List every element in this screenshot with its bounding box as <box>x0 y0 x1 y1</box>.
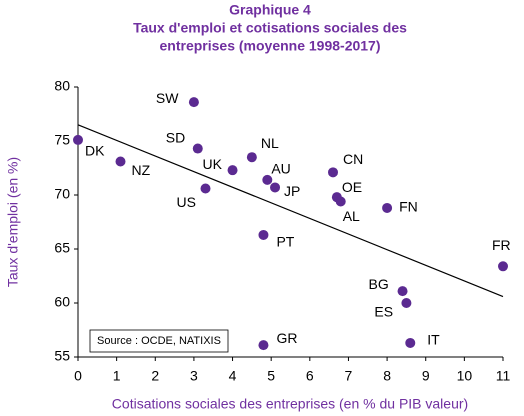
point-label: JP <box>284 183 300 199</box>
y-tick-label: 75 <box>54 132 70 148</box>
x-tick-label: 8 <box>383 368 391 384</box>
point-label: US <box>177 194 196 210</box>
point <box>115 156 126 167</box>
point <box>382 202 393 213</box>
point <box>405 337 416 348</box>
point-label: NL <box>261 135 279 151</box>
x-axis-title: Cotisations sociales des entreprises (en… <box>112 396 468 412</box>
point-label: UK <box>203 156 223 172</box>
point-label: AU <box>271 161 290 177</box>
point <box>335 196 346 207</box>
point-label: ES <box>374 304 393 320</box>
point <box>246 152 257 163</box>
point-label: NZ <box>132 162 151 178</box>
x-tick-label: 4 <box>229 368 237 384</box>
chart-title: entreprises (moyenne 1998-2017) <box>160 38 381 54</box>
x-tick-label: 5 <box>267 368 275 384</box>
point-label: IT <box>427 332 440 348</box>
point-label: FN <box>399 199 418 215</box>
point-label: OE <box>342 179 362 195</box>
x-tick-label: 6 <box>306 368 314 384</box>
point <box>397 286 408 297</box>
point-label: FR <box>492 237 511 253</box>
point <box>498 261 508 272</box>
point-label: AL <box>343 208 360 224</box>
point-label: GR <box>276 330 297 346</box>
y-tick-label: 60 <box>54 294 70 310</box>
point-label: SW <box>156 90 179 106</box>
point <box>192 143 203 154</box>
y-tick-label: 65 <box>54 240 70 256</box>
point <box>270 182 281 193</box>
x-tick-label: 0 <box>74 368 82 384</box>
x-tick-label: 10 <box>457 368 473 384</box>
annotation: Source : OCDE, NATIXIS <box>97 335 221 347</box>
point <box>73 134 83 145</box>
point <box>401 298 412 308</box>
point <box>262 174 273 185</box>
annotation-box <box>89 329 229 353</box>
x-tick-label: 11 <box>496 368 511 384</box>
y-tick-label: 80 <box>54 78 70 94</box>
x-tick-label: 9 <box>422 368 430 384</box>
x-tick-label: 7 <box>345 368 353 384</box>
point <box>258 340 269 351</box>
y-tick-label: 55 <box>54 348 70 364</box>
x-tick-label: 3 <box>190 368 198 384</box>
point <box>258 229 269 240</box>
chart-title: Graphique 4 <box>229 2 311 18</box>
y-tick-label: 70 <box>54 186 70 202</box>
point-label: BG <box>369 276 389 292</box>
point <box>188 97 199 108</box>
point-label: CN <box>343 151 363 167</box>
x-tick-label: 2 <box>151 368 159 384</box>
point-label: SD <box>166 129 185 145</box>
trend-line <box>77 124 504 298</box>
point <box>227 165 238 176</box>
y-axis-title: Taux d'emploi (en %) <box>5 157 21 287</box>
chart-title: Taux d'emploi et cotisations sociales de… <box>133 20 407 36</box>
point <box>200 183 211 194</box>
point <box>328 167 338 178</box>
point-label: DK <box>85 143 105 159</box>
point-label: PT <box>276 234 294 250</box>
x-tick-label: 1 <box>113 368 121 384</box>
